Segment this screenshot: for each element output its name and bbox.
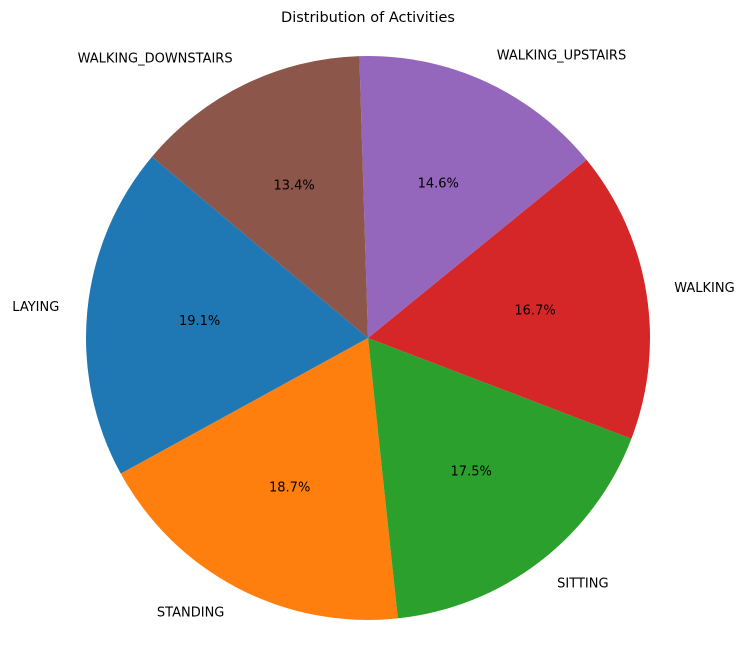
category-label-sitting: SITTING <box>557 576 608 591</box>
percent-label-sitting: 17.5% <box>451 465 492 480</box>
category-labels: LAYING STANDING SITTING WALKING WALKING_UPST… <box>12 48 734 620</box>
slice-walking-upstairs <box>359 56 587 339</box>
slice-sitting <box>368 338 632 619</box>
category-label-laying: LAYING <box>12 300 59 315</box>
category-label-walking: WALKING <box>674 281 734 296</box>
category-label-walking-upstairs: WALKING_UPSTAIRS <box>497 48 626 63</box>
slice-standing <box>120 338 398 620</box>
category-label-standing: STANDING <box>157 605 224 620</box>
pie-slices <box>85 56 650 620</box>
slice-laying <box>85 156 369 474</box>
category-label-walking-downstairs: WALKING_DOWNSTAIRS <box>78 51 233 66</box>
percent-label-walking-downstairs: 13.4% <box>273 178 314 193</box>
percent-labels: 19.1% 18.7% 17.5% 16.7% 14.6% 13.4% <box>179 177 556 496</box>
percent-label-standing: 18.7% <box>269 480 310 495</box>
percent-label-walking-upstairs: 14.6% <box>418 177 459 192</box>
slice-walking-downstairs <box>151 56 368 339</box>
slice-walking <box>368 159 650 439</box>
percent-label-laying: 19.1% <box>179 314 220 329</box>
chart-title: Distribution of Activities <box>281 10 455 26</box>
percent-label-walking: 16.7% <box>514 304 555 319</box>
